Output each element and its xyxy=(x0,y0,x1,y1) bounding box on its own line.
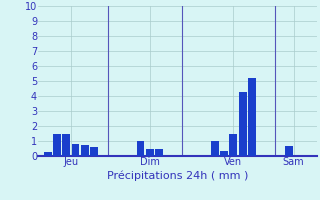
Bar xyxy=(44,152,52,156)
Bar xyxy=(81,145,89,156)
Bar xyxy=(248,78,256,156)
Bar xyxy=(137,141,144,156)
Bar xyxy=(229,134,237,156)
Bar xyxy=(53,134,61,156)
Bar xyxy=(72,144,79,156)
Bar xyxy=(62,134,70,156)
Bar xyxy=(155,148,163,156)
Bar xyxy=(211,141,219,156)
Bar xyxy=(146,148,154,156)
Bar xyxy=(90,147,98,156)
Bar xyxy=(285,146,293,156)
Bar xyxy=(220,151,228,156)
X-axis label: Précipitations 24h ( mm ): Précipitations 24h ( mm ) xyxy=(107,170,248,181)
Bar xyxy=(239,92,246,156)
